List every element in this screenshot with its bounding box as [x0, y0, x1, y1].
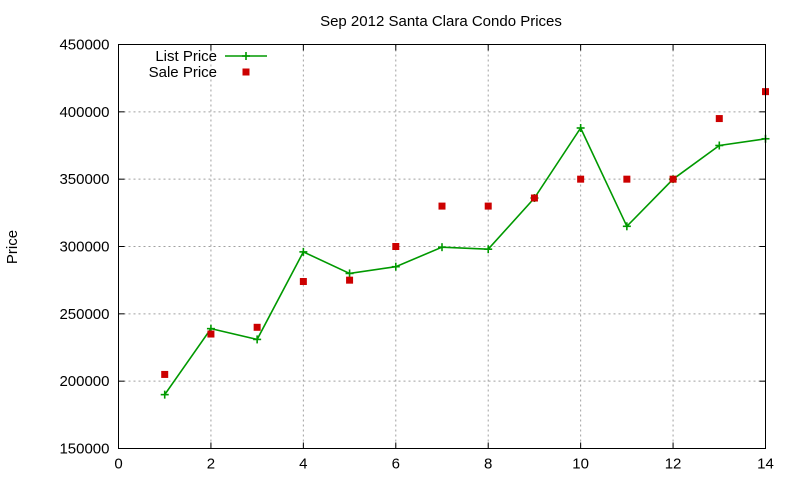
y-axis-label: Price	[4, 230, 21, 264]
data-point	[577, 175, 585, 183]
legend-label: Sale Price	[149, 64, 217, 81]
data-point	[576, 123, 585, 132]
data-point	[530, 194, 538, 202]
axis-ticks: 150000 200000 250000 300000 350000 400000 4500…	[59, 37, 773, 473]
x-tick-label: 0	[114, 456, 122, 473]
data-point	[299, 278, 307, 286]
y-tick-label: 150000	[59, 441, 109, 458]
y-tick-label: 250000	[59, 306, 109, 323]
x-tick-label: 8	[484, 456, 492, 473]
x-tick-label: 2	[207, 456, 215, 473]
data-point	[299, 247, 308, 256]
series-0	[160, 123, 770, 399]
y-tick-label: 400000	[59, 104, 109, 121]
legend-marker	[242, 52, 250, 60]
plot-area	[160, 88, 770, 399]
data-point	[253, 335, 262, 344]
chart-title: Sep 2012 Santa Clara Condo Prices	[320, 13, 562, 30]
legend-marker	[242, 68, 250, 76]
data-point	[669, 175, 677, 183]
data-point	[253, 323, 261, 331]
data-point	[438, 202, 446, 210]
plot-frame	[118, 44, 766, 449]
data-point	[345, 269, 354, 278]
data-point	[438, 243, 446, 252]
data-point	[715, 141, 724, 150]
x-tick-label: 6	[392, 456, 400, 473]
data-point	[715, 115, 723, 123]
data-point	[346, 276, 354, 284]
data-point	[484, 245, 493, 254]
series-1	[161, 88, 769, 378]
y-tick-label: 450000	[59, 37, 109, 54]
x-tick-label: 14	[757, 456, 774, 473]
y-tick-label: 350000	[59, 171, 109, 188]
data-point	[622, 222, 631, 231]
data-point	[392, 243, 400, 250]
y-tick-label: 300000	[59, 239, 109, 256]
legend-label: List Price	[155, 48, 217, 65]
x-tick-label: 10	[572, 456, 589, 473]
data-point	[161, 370, 169, 378]
data-point	[160, 390, 169, 399]
x-tick-label: 4	[299, 456, 307, 473]
data-point	[484, 202, 492, 210]
data-point	[207, 330, 215, 338]
y-tick-label: 200000	[59, 373, 109, 390]
data-point	[623, 175, 631, 183]
x-tick-label: 12	[665, 456, 682, 473]
data-point	[391, 262, 400, 271]
series-line	[164, 126, 766, 396]
